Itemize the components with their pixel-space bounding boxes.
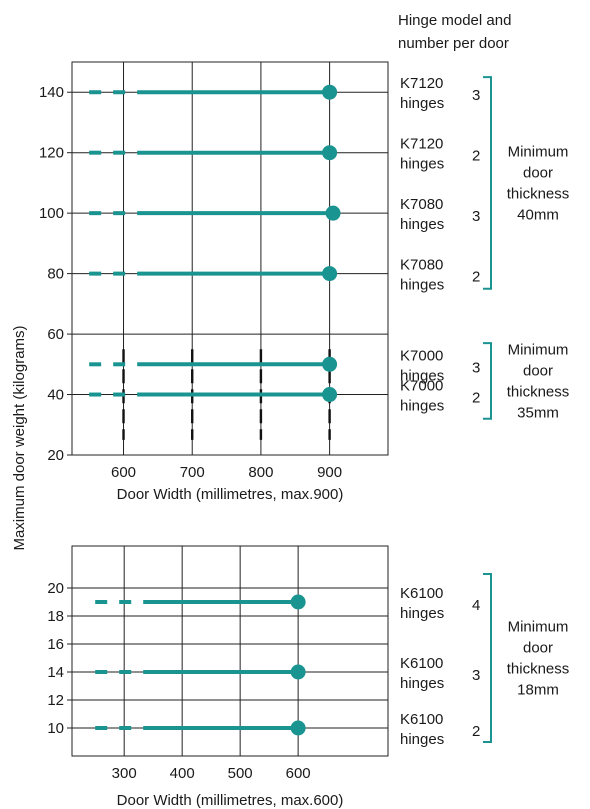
hinge-model-label: K7080 (400, 196, 443, 213)
series-k7120-3: K7120 hinges 3 (89, 75, 480, 112)
hinge-count-label: 2 (472, 723, 480, 740)
y-axis-title: Maximum door weight (kilograms) (11, 325, 28, 550)
chart-panel-2: 10 12 14 16 18 20 300 400 500 600 Door Width (mill… (47, 545, 570, 809)
group-thickness-label: thickness (507, 185, 570, 202)
y-tick-label: 80 (47, 266, 64, 283)
group-thickness-label: Minimum (508, 619, 569, 636)
hinge-word-label: hinges (400, 95, 444, 112)
y-tick-label: 10 (47, 720, 64, 737)
series-k7080-2: K7080 hinges 2 (89, 257, 480, 294)
y-tick-label: 120 (39, 145, 64, 162)
x-tick-label: 500 (228, 765, 253, 782)
hinge-count-label: 2 (472, 390, 480, 407)
group-thickness-label: door (523, 640, 553, 657)
chart-panel-1: 20 40 60 80 100 120 140 600 700 800 900 Door Width … (39, 61, 570, 503)
hinge-word-label: hinges (400, 398, 444, 415)
y-tick-label: 40 (47, 387, 64, 404)
group-thickness-label: 35mm (517, 404, 559, 421)
hinge-model-label: K6100 (400, 711, 443, 728)
group-thickness-label: thickness (507, 661, 570, 678)
hinge-model-label: K7120 (400, 75, 443, 92)
series-k7000-3: K7000 hinges 3 (89, 347, 480, 384)
y-tick-label: 18 (47, 608, 64, 625)
x-tick-label: 600 (111, 464, 136, 481)
y-tick-label: 20 (47, 447, 64, 464)
hinge-model-label: K7120 (400, 136, 443, 153)
x-tick-label: 300 (112, 765, 137, 782)
series-k6100-4: K6100 hinges 4 (95, 585, 480, 622)
hinge-count-label: 3 (472, 359, 480, 376)
x-axis-title: Door Width (millimetres, max.900) (117, 486, 344, 503)
hinge-model-label: K7080 (400, 257, 443, 274)
header-line-2: number per door (398, 35, 509, 52)
group-thickness-label: door (523, 164, 553, 181)
series-endpoint (322, 84, 338, 100)
hinge-word-label: hinges (400, 731, 444, 748)
y-tick-label: 60 (47, 326, 64, 343)
header-line-1: Hinge model and (398, 12, 511, 29)
hinge-count-label: 3 (472, 87, 480, 104)
hinge-word-label: hinges (400, 156, 444, 173)
y-tick-label: 12 (47, 692, 64, 709)
y-tick-label: 100 (39, 205, 64, 222)
plot-frame (71, 545, 389, 757)
y-tick-label: 20 (47, 580, 64, 597)
group-thickness-label: 18mm (517, 682, 559, 699)
group-thickness-label: thickness (507, 383, 570, 400)
series-k7080-3: K7080 hinges 3 (89, 196, 480, 233)
group-bracket (483, 342, 492, 420)
series-endpoint (322, 387, 338, 403)
y-tick-label: 16 (47, 636, 64, 653)
hinge-count-label: 3 (472, 208, 480, 225)
hinge-word-label: hinges (400, 675, 444, 692)
group-bracket (483, 573, 492, 743)
hinge-word-label: hinges (400, 277, 444, 294)
hinge-word-label: hinges (400, 216, 444, 233)
y-tick-label: 140 (39, 84, 64, 101)
series-endpoint (325, 205, 341, 221)
group-thickness-label: door (523, 362, 553, 379)
series-endpoint (290, 720, 306, 736)
x-tick-label: 900 (317, 464, 342, 481)
series-endpoint (322, 145, 338, 161)
x-tick-label: 800 (248, 464, 273, 481)
hinge-model-label: K6100 (400, 655, 443, 672)
series-endpoint (290, 594, 306, 610)
x-axis-title: Door Width (millimetres, max.600) (117, 792, 344, 809)
series-k6100-3: K6100 hinges 3 (95, 655, 480, 692)
hinge-word-label: hinges (400, 367, 444, 384)
series-k7000-2: K7000 hinges 2 (89, 378, 480, 415)
hinge-word-label: hinges (400, 605, 444, 622)
group-thickness-label: Minimum (508, 341, 569, 358)
series-k7120-2: K7120 hinges 2 (89, 136, 480, 173)
series-endpoint (290, 664, 306, 680)
hinge-count-label: 3 (472, 667, 480, 684)
group-thickness-label: 40mm (517, 206, 559, 223)
y-tick-label: 14 (47, 664, 64, 681)
hinge-model-label: K7000 (400, 378, 443, 395)
hinge-count-label: 2 (472, 148, 480, 165)
group-thickness-label: Minimum (508, 143, 569, 160)
series-k6100-2: K6100 hinges 2 (95, 711, 480, 748)
series-endpoint (322, 356, 338, 372)
group-bracket (483, 76, 492, 290)
x-tick-label: 700 (180, 464, 205, 481)
hinge-count-label: 2 (472, 269, 480, 286)
x-tick-label: 400 (170, 765, 195, 782)
hinge-model-label: K6100 (400, 585, 443, 602)
series-endpoint (322, 266, 338, 282)
x-tick-label: 600 (286, 765, 311, 782)
hinge-model-label: K7000 (400, 347, 443, 364)
hinge-count-label: 4 (472, 597, 480, 614)
